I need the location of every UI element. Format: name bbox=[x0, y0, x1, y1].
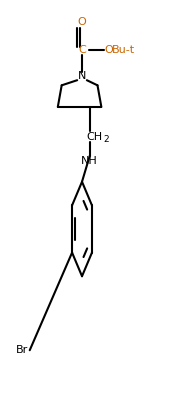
Text: NH: NH bbox=[81, 156, 98, 166]
Text: Br: Br bbox=[16, 345, 28, 355]
Text: O: O bbox=[104, 45, 113, 55]
Text: O: O bbox=[78, 17, 86, 27]
Text: Bu-t: Bu-t bbox=[112, 45, 135, 55]
Text: 2: 2 bbox=[103, 135, 109, 144]
Text: C: C bbox=[78, 45, 86, 55]
Text: CH: CH bbox=[86, 132, 102, 142]
Text: N: N bbox=[78, 71, 86, 81]
